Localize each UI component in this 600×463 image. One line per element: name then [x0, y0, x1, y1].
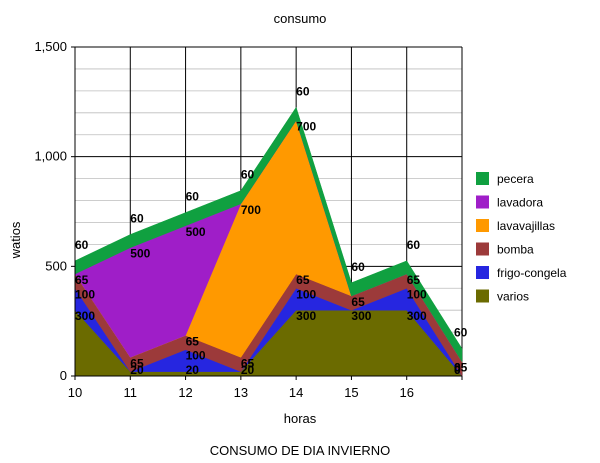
x-tick-label: 10: [68, 385, 82, 400]
data-label-frigo-congela: 100: [407, 287, 427, 301]
data-label-lavadora: 0: [454, 361, 461, 375]
data-label-varios: 300: [351, 309, 371, 323]
legend-label-bomba: bomba: [497, 243, 534, 257]
legend-swatch-lavavajillas: [476, 219, 489, 232]
x-axis-label: horas: [284, 411, 317, 426]
series-area-pecera: [74, 106, 463, 363]
data-label-bomba: 65: [351, 295, 365, 309]
chart-title: consumo: [274, 11, 327, 26]
data-label-pecera: 60: [75, 238, 89, 252]
x-tick-label: 15: [344, 385, 358, 400]
legend-label-lavadora: lavadora: [497, 196, 543, 210]
data-label-pecera: 60: [454, 326, 468, 340]
x-tick-label: 14: [289, 385, 303, 400]
data-label-varios: 20: [241, 363, 255, 377]
data-label-pecera: 60: [407, 238, 421, 252]
tick-labels: 0 500 1,000 1,500 10 11 12 13 14 15 16: [34, 39, 413, 400]
x-tick-label: 11: [124, 385, 138, 400]
data-label-pecera: 60: [186, 190, 200, 204]
legend-swatch-lavadora: [476, 195, 489, 209]
data-label-pecera: 60: [296, 84, 310, 98]
x-tick-label: 16: [399, 385, 413, 400]
data-label-frigo-congela: 0: [454, 363, 461, 377]
data-label-pecera: 60: [351, 260, 365, 274]
data-label-bomba: 65: [241, 356, 255, 370]
legend-swatch-varios: [476, 289, 489, 303]
data-label-frigo-congela: 100: [75, 287, 95, 301]
data-label-lavadora: 500: [186, 225, 206, 239]
y-tick-label: 1,000: [34, 149, 67, 164]
data-label-varios: 20: [130, 363, 144, 377]
legend-swatch-frigo-congela: [476, 266, 489, 279]
data-label-varios: 300: [296, 309, 316, 323]
legend-label-frigo-congela: frigo-congela: [497, 266, 567, 280]
data-label-varios: 300: [407, 309, 427, 323]
legend: pecera lavadora lavavajillas bomba frigo-con…: [476, 172, 567, 304]
legend-label-lavavajillas: lavavajillas: [497, 219, 555, 233]
data-label-frigo-congela: 100: [186, 349, 206, 363]
axes: [71, 46, 463, 380]
x-tick-label: 13: [234, 385, 248, 400]
data-label-lavavajillas: 0: [454, 361, 461, 375]
data-label-varios: 0: [454, 363, 461, 377]
data-label-pecera: 60: [241, 168, 255, 182]
y-tick-label: 0: [60, 368, 67, 383]
data-label-lavavajillas: 700: [241, 203, 261, 217]
chart-subtitle: CONSUMO DE DIA INVIERNO: [210, 443, 391, 458]
y-tick-label: 500: [45, 258, 67, 273]
legend-swatch-pecera: [476, 172, 489, 185]
data-label-bomba: 65: [296, 273, 310, 287]
data-label-lavadora: 500: [130, 247, 150, 261]
data-label-bomba: 65: [186, 334, 200, 348]
y-tick-label: 1,500: [34, 39, 67, 54]
data-label-pecera: 60: [130, 212, 144, 226]
x-tick-label: 12: [178, 385, 192, 400]
data-label-varios: 20: [186, 363, 200, 377]
legend-swatch-bomba: [476, 242, 489, 256]
data-label-frigo-congela: 100: [296, 287, 316, 301]
stacked-areas: [74, 106, 463, 377]
data-label-varios: 300: [75, 309, 95, 323]
y-axis-label: watios: [8, 221, 23, 259]
data-label-bomba: 65: [75, 273, 89, 287]
legend-label-varios: varios: [497, 290, 529, 304]
data-label-bomba: 65: [130, 356, 144, 370]
data-label-bomba: 65: [454, 361, 468, 375]
legend-label-pecera: pecera: [497, 172, 534, 186]
data-label-bomba: 65: [407, 273, 421, 287]
data-label-lavavajillas: 700: [296, 119, 316, 133]
